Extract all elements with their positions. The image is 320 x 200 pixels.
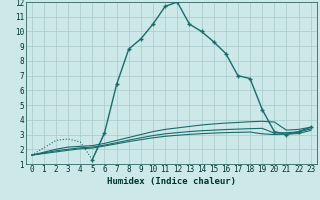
X-axis label: Humidex (Indice chaleur): Humidex (Indice chaleur) bbox=[107, 177, 236, 186]
